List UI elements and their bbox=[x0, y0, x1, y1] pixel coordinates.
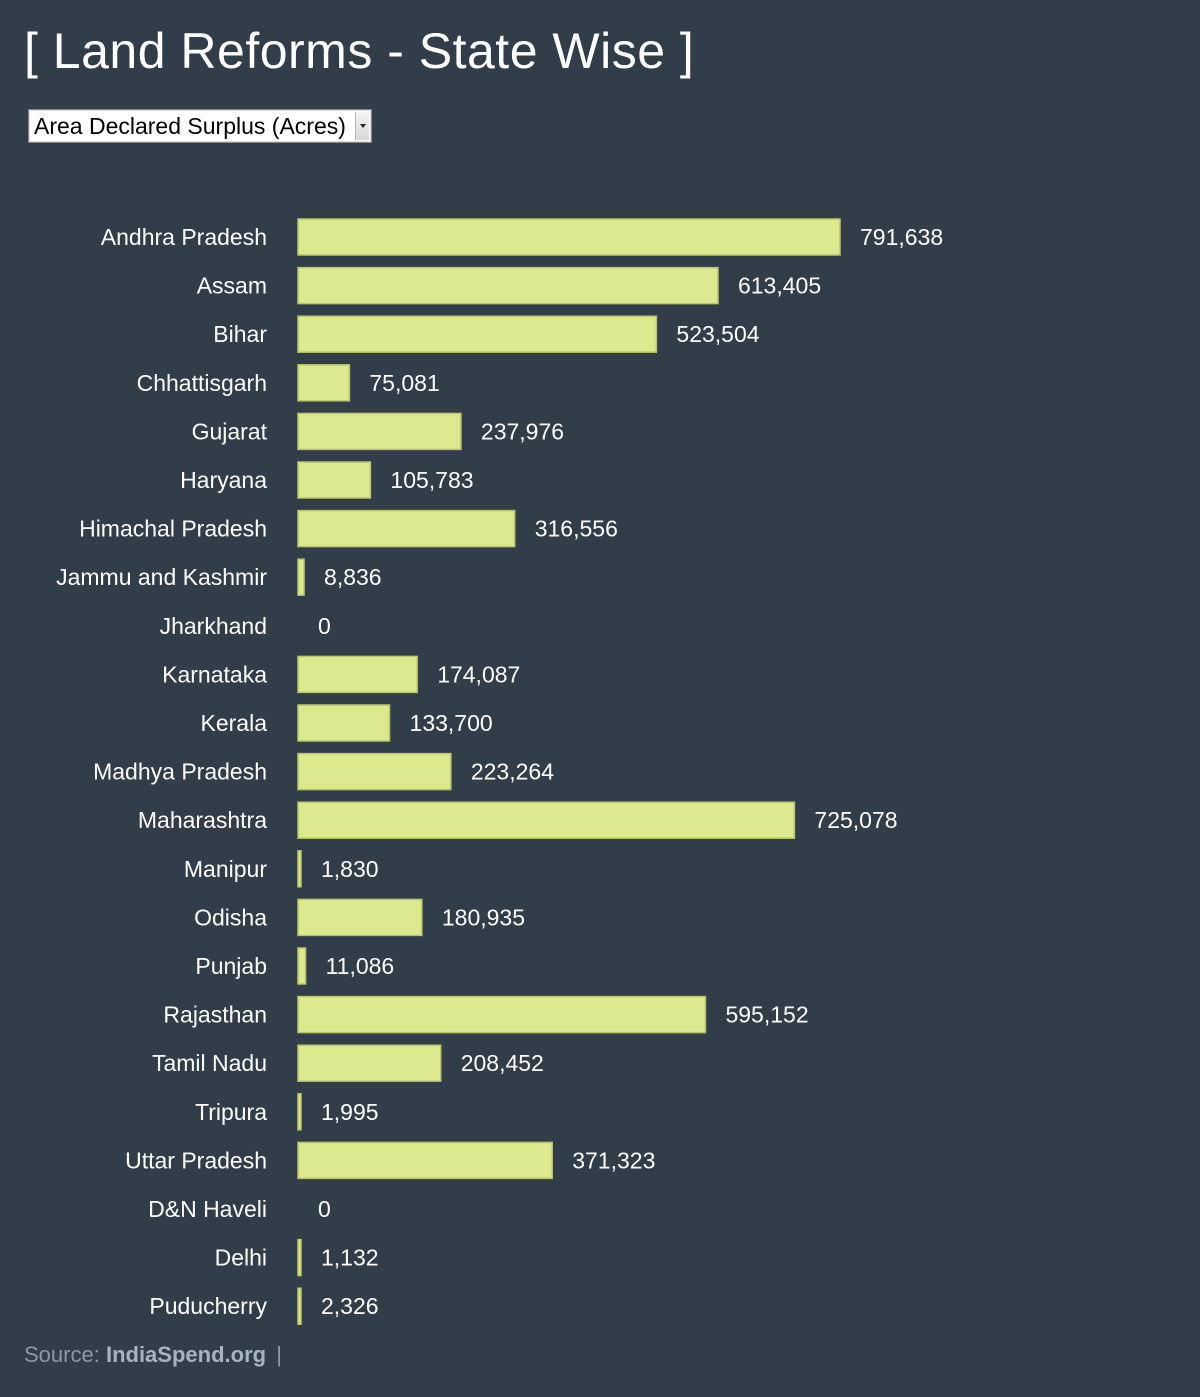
value-label: 316,556 bbox=[535, 516, 618, 542]
value-label: 105,783 bbox=[390, 467, 473, 493]
metric-select-value: Area Declared Surplus (Acres) bbox=[34, 112, 346, 139]
category-label: Punjab bbox=[195, 953, 267, 979]
value-label: 11,086 bbox=[326, 953, 395, 979]
value-label: 8,836 bbox=[324, 564, 382, 590]
category-label: Madhya Pradesh bbox=[93, 759, 267, 785]
category-label: Odisha bbox=[194, 904, 267, 930]
bar-chart: Andhra Pradesh 791,638 Assam 613,405 Bihar 52… bbox=[56, 218, 943, 1325]
value-label: 75,081 bbox=[369, 370, 439, 396]
category-label: D&N Haveli bbox=[148, 1196, 267, 1222]
category-label: Puducherry bbox=[149, 1293, 267, 1319]
category-label: Tamil Nadu bbox=[152, 1050, 267, 1076]
category-label: Assam bbox=[197, 273, 267, 299]
value-label: 791,638 bbox=[860, 224, 943, 250]
value-label: 0 bbox=[318, 613, 331, 639]
bar[interactable] bbox=[297, 850, 302, 888]
category-label: Kerala bbox=[201, 710, 268, 736]
bar[interactable] bbox=[297, 1093, 302, 1131]
category-label: Jammu and Kashmir bbox=[56, 564, 267, 590]
bar[interactable] bbox=[297, 704, 391, 742]
value-label: 208,452 bbox=[461, 1050, 544, 1076]
source-separator: | bbox=[276, 1342, 282, 1367]
category-label: Himachal Pradesh bbox=[79, 516, 267, 542]
value-label: 180,935 bbox=[442, 904, 525, 930]
category-label: Delhi bbox=[215, 1245, 267, 1271]
category-label: Chhattisgarh bbox=[137, 370, 267, 396]
value-label: 613,405 bbox=[738, 273, 821, 299]
category-label: Bihar bbox=[213, 321, 267, 347]
category-label: Gujarat bbox=[192, 418, 268, 444]
bar[interactable] bbox=[297, 315, 658, 353]
bar[interactable] bbox=[297, 898, 423, 937]
source-credit: Source: IndiaSpend.org | bbox=[24, 1342, 282, 1368]
category-label: Karnataka bbox=[162, 661, 267, 687]
value-label: 2,326 bbox=[321, 1293, 379, 1319]
bar[interactable] bbox=[297, 1238, 302, 1277]
value-label: 1,830 bbox=[321, 856, 379, 882]
category-label: Rajasthan bbox=[163, 1002, 267, 1028]
source-label: Source: bbox=[24, 1342, 100, 1367]
bar[interactable] bbox=[297, 412, 462, 451]
source-link[interactable]: IndiaSpend.org bbox=[105, 1342, 267, 1367]
bar[interactable] bbox=[297, 266, 719, 305]
value-label: 174,087 bbox=[437, 661, 520, 687]
value-label: 0 bbox=[318, 1196, 331, 1222]
bar[interactable] bbox=[297, 655, 418, 694]
value-label: 371,323 bbox=[572, 1147, 655, 1173]
bar[interactable] bbox=[297, 461, 372, 499]
category-label: Manipur bbox=[184, 856, 267, 882]
bar[interactable] bbox=[297, 1044, 442, 1082]
bar[interactable] bbox=[297, 364, 351, 402]
category-label: Maharashtra bbox=[138, 807, 267, 833]
value-label: 725,078 bbox=[814, 807, 897, 833]
category-label: Tripura bbox=[195, 1099, 267, 1125]
bar[interactable] bbox=[297, 995, 707, 1034]
bar[interactable] bbox=[297, 801, 796, 839]
value-label: 1,995 bbox=[321, 1099, 379, 1125]
value-label: 595,152 bbox=[725, 1002, 808, 1028]
metric-select[interactable]: Area Declared Surplus (Acres) bbox=[28, 109, 372, 143]
bar[interactable] bbox=[297, 509, 516, 548]
value-label: 133,700 bbox=[410, 710, 493, 736]
category-label: Jharkhand bbox=[160, 613, 267, 639]
bar[interactable] bbox=[297, 1141, 553, 1180]
value-label: 1,132 bbox=[321, 1245, 379, 1271]
bar[interactable] bbox=[297, 558, 305, 596]
category-label: Haryana bbox=[180, 467, 267, 493]
value-label: 237,976 bbox=[481, 418, 564, 444]
chevron-down-icon[interactable] bbox=[355, 112, 369, 140]
bar[interactable] bbox=[297, 1287, 302, 1325]
category-label: Andhra Pradesh bbox=[101, 224, 267, 250]
bar[interactable] bbox=[297, 752, 452, 791]
page-title: [ Land Reforms - State Wise ] bbox=[24, 23, 695, 79]
value-label: 523,504 bbox=[676, 321, 759, 347]
category-label: Uttar Pradesh bbox=[125, 1147, 267, 1173]
value-label: 223,264 bbox=[471, 759, 554, 785]
bar[interactable] bbox=[297, 947, 307, 985]
bar[interactable] bbox=[297, 218, 841, 256]
